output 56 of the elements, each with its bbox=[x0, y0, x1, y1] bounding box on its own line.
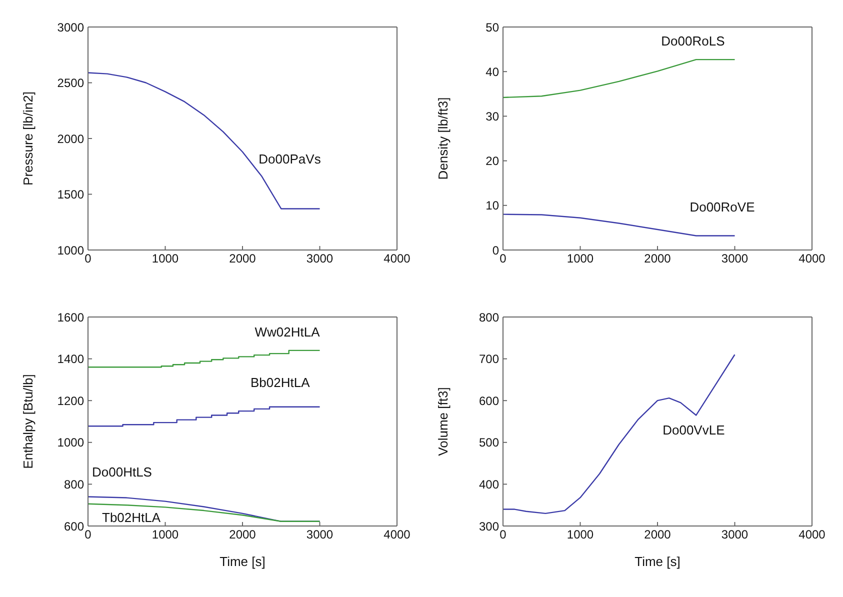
x-tick-label: 4000 bbox=[798, 528, 826, 542]
x-tick-label: 2000 bbox=[229, 528, 256, 542]
y-tick-label: 600 bbox=[478, 394, 500, 408]
x-tick-label: 1000 bbox=[152, 252, 179, 266]
x-tick-label: 2000 bbox=[644, 528, 672, 542]
series-label: Do00VvLE bbox=[662, 422, 726, 438]
series-label: Tb02HtLA bbox=[102, 510, 161, 525]
y-tick-label: 1500 bbox=[57, 188, 84, 202]
y-tick-label: 400 bbox=[478, 477, 500, 492]
x-tick-label: 3000 bbox=[306, 528, 334, 542]
y-axis-title: Volume [ft3] bbox=[436, 387, 451, 456]
y-tick-label: 2500 bbox=[57, 76, 84, 90]
x-tick-label: 4000 bbox=[384, 528, 411, 542]
y-tick-label: 800 bbox=[478, 310, 500, 324]
line-series bbox=[503, 354, 736, 514]
y-tick-label: 1000 bbox=[57, 436, 84, 450]
y-tick-label: 50 bbox=[486, 20, 500, 34]
x-tick-label: 4000 bbox=[798, 252, 826, 266]
y-axis-title: Enthalpy [Btu/lb] bbox=[20, 374, 36, 469]
series-label: Ww02HtLA bbox=[254, 324, 320, 340]
series-label: Do00RoLS bbox=[661, 34, 726, 49]
line-series bbox=[503, 214, 736, 236]
x-tick-label: 1000 bbox=[566, 252, 594, 266]
y-tick-label: 1200 bbox=[57, 394, 84, 408]
line-series bbox=[88, 72, 320, 210]
y-tick-label: 40 bbox=[486, 64, 500, 79]
y-tick-label: 800 bbox=[64, 477, 84, 492]
x-tick-label: 2000 bbox=[229, 252, 256, 266]
y-tick-label: 3000 bbox=[57, 20, 84, 34]
y-tick-label: 300 bbox=[478, 519, 500, 534]
series-label: Bb02HtLA bbox=[250, 374, 310, 390]
x-tick-label: 2000 bbox=[644, 252, 672, 266]
series-label: Do00PaVs bbox=[258, 152, 322, 167]
y-tick-label: 700 bbox=[478, 352, 500, 366]
x-tick-label: 3000 bbox=[721, 252, 748, 266]
line-series bbox=[88, 503, 320, 522]
y-axis-title: Density [lb/ft3] bbox=[436, 97, 451, 180]
y-tick-label: 10 bbox=[486, 198, 500, 213]
y-tick-label: 2000 bbox=[57, 132, 84, 146]
y-tick-label: 1400 bbox=[57, 352, 84, 366]
y-axis-title: Pressure [lb/in2] bbox=[20, 92, 36, 186]
y-tick-label: 1600 bbox=[57, 310, 84, 324]
series-label: Do00HtLS bbox=[92, 464, 152, 480]
x-axis-title: Time [s] bbox=[220, 554, 266, 569]
y-tick-label: 600 bbox=[64, 519, 84, 534]
x-tick-label: 3000 bbox=[306, 252, 334, 266]
y-tick-label: 500 bbox=[478, 436, 500, 450]
y-tick-label: 20 bbox=[486, 154, 500, 168]
x-tick-label: 1000 bbox=[566, 528, 594, 542]
series-label: Do00RoVE bbox=[690, 200, 756, 215]
y-tick-label: 30 bbox=[486, 109, 500, 124]
x-tick-label: 1000 bbox=[152, 528, 179, 542]
x-axis-title: Time [s] bbox=[634, 554, 680, 569]
x-tick-label: 4000 bbox=[384, 252, 411, 266]
x-tick-label: 3000 bbox=[721, 528, 748, 542]
line-series bbox=[503, 58, 736, 98]
